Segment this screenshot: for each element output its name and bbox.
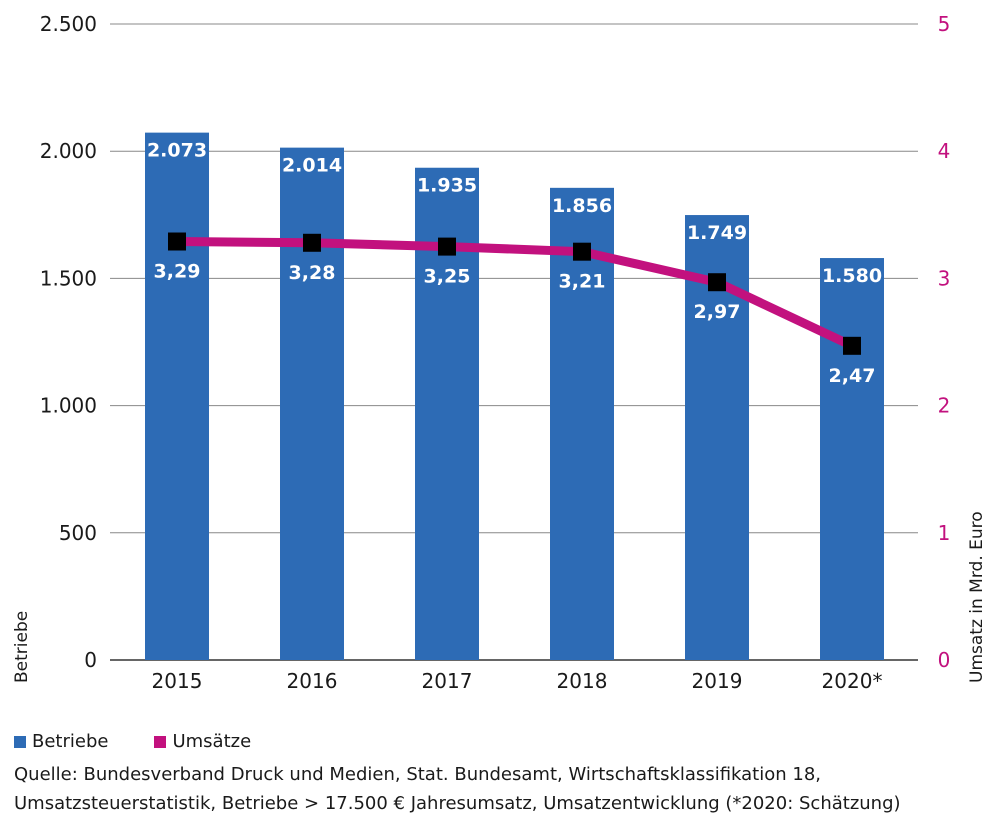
bar-value-label: 2.073 <box>147 140 207 162</box>
right-tick-label: 5 <box>938 12 951 36</box>
category-label: 2016 <box>287 669 338 693</box>
bar-value-labels: 2.073 2.014 1.935 1.856 1.749 1.580 <box>147 140 882 287</box>
right-tick-label: 2 <box>938 394 951 418</box>
left-tick-label: 0 <box>84 648 97 672</box>
left-tick-label: 2.000 <box>40 139 97 163</box>
line-value-label: 2,97 <box>694 301 741 323</box>
legend-swatch-umsaetze <box>154 735 167 748</box>
line-marker <box>708 273 726 292</box>
category-label: 2019 <box>692 669 743 693</box>
bar <box>280 147 344 660</box>
legend-item-umsaetze: Umsätze <box>154 731 251 752</box>
line-marker <box>438 237 456 256</box>
left-axis-ticks: 0 500 1.000 1.500 2.000 2.500 <box>40 12 97 672</box>
bars <box>145 132 884 661</box>
line-value-label: 3,21 <box>559 271 606 293</box>
category-label: 2017 <box>422 669 473 693</box>
source-line-1: Quelle: Bundesverband Druck und Medien, … <box>14 764 821 785</box>
line-marker <box>168 232 186 251</box>
left-tick-label: 500 <box>59 521 97 545</box>
line-value-label: 3,29 <box>154 261 201 283</box>
line-markers <box>168 232 861 355</box>
revenue-line <box>172 237 857 351</box>
category-label: 2015 <box>152 669 203 693</box>
legend-swatch-betriebe <box>14 735 26 748</box>
bar-value-label: 1.856 <box>552 195 612 217</box>
bar <box>820 258 884 660</box>
bar <box>145 132 209 661</box>
line-value-label: 3,25 <box>424 266 471 288</box>
line-marker <box>573 242 591 261</box>
line-value-label: 3,28 <box>289 262 336 284</box>
category-label: 2018 <box>557 669 608 693</box>
line-marker <box>843 336 861 355</box>
left-tick-label: 1.500 <box>40 266 97 290</box>
bar-value-label: 2.014 <box>282 155 342 177</box>
right-tick-label: 1 <box>938 521 951 545</box>
right-tick-label: 4 <box>938 139 951 163</box>
left-tick-label: 1.000 <box>40 394 97 418</box>
gridlines <box>110 23 918 661</box>
bar-value-label: 1.749 <box>687 222 747 244</box>
legend: Betriebe Umsätze <box>14 731 251 752</box>
right-tick-label: 0 <box>938 648 951 672</box>
left-tick-label: 2.500 <box>40 12 97 36</box>
bar-value-label: 1.935 <box>417 175 477 197</box>
line-value-label: 2,47 <box>829 365 876 387</box>
source-line-2: Umsatzsteuerstatistik, Betriebe > 17.500… <box>14 793 901 814</box>
source-note: Quelle: Bundesverband Druck und Medien, … <box>14 760 984 818</box>
bar-value-label: 1.580 <box>822 265 882 287</box>
right-tick-label: 3 <box>938 266 951 290</box>
category-label: 2020* <box>822 669 883 693</box>
line-value-labels: 3,29 3,28 3,25 3,21 2,97 2,47 <box>154 261 876 387</box>
bar <box>550 187 614 660</box>
legend-item-betriebe: Betriebe <box>14 731 108 752</box>
line-marker <box>303 233 321 252</box>
revenue-line-path <box>172 237 857 351</box>
legend-label-umsaetze: Umsätze <box>172 731 252 752</box>
legend-label-betriebe: Betriebe <box>32 731 109 752</box>
left-axis-title: Betriebe <box>12 611 32 683</box>
right-axis-ticks: 0 1 2 3 4 5 <box>938 12 951 672</box>
right-axis-title: Umsatz in Mrd. Euro <box>967 511 987 683</box>
category-labels: 2015 2016 2017 2018 2019 2020* <box>152 669 883 693</box>
